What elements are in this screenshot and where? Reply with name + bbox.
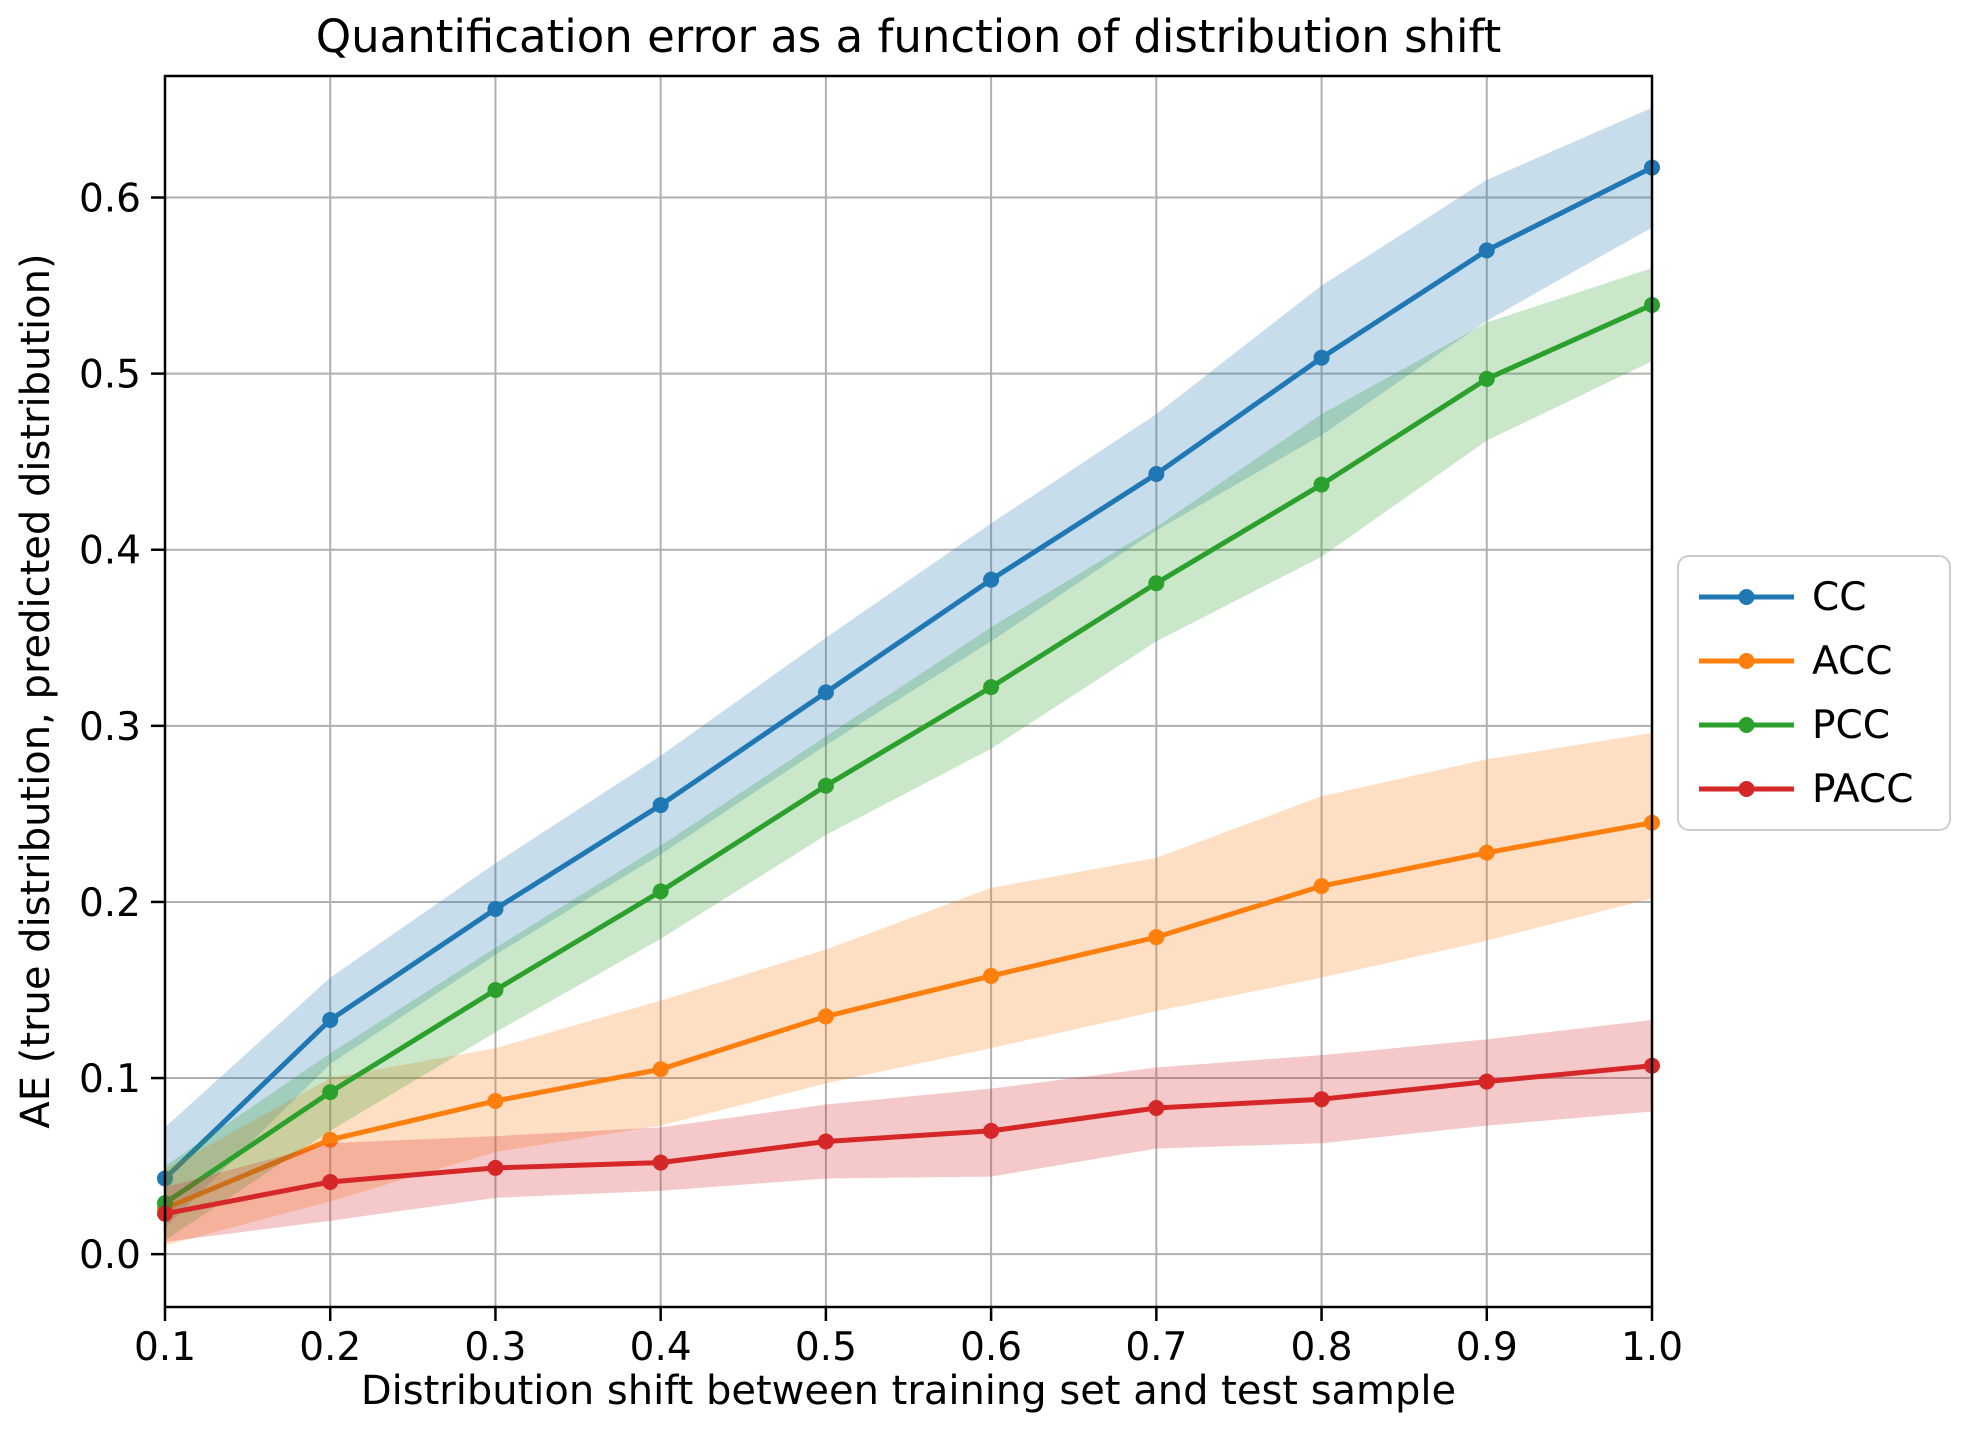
legend-line-sample-CC [1699,589,1794,605]
x-tick-label: 0.7 [1125,1325,1187,1370]
marker-PACC [652,1154,669,1171]
x-tick-label: 1.0 [1621,1325,1683,1370]
x-tick-label: 0.3 [464,1325,526,1370]
marker-PACC [983,1122,1000,1139]
legend-item-PCC: PCC [1679,695,1949,755]
marker-PACC [1148,1099,1165,1116]
marker-PACC [322,1173,339,1190]
chart-title: Quantification error as a function of di… [315,10,1502,63]
legend-label-PACC: PACC [1812,766,1914,812]
y-tick-label: 0.1 [79,1057,141,1102]
marker-PCC [1478,370,1495,387]
marker-ACC [1148,929,1165,946]
line-PCC [163,302,1654,1206]
legend-line-sample-ACC [1699,653,1794,669]
legend-label-PCC: PCC [1812,702,1890,748]
marker-PCC [983,679,1000,696]
marker-ACC [1478,844,1495,861]
marker-PACC [1478,1073,1495,1090]
x-tick-label: 0.5 [795,1325,857,1370]
marker-CC [652,797,669,814]
marker-CC [817,684,834,701]
marker-CC [1148,466,1165,483]
line-ACC [164,820,1653,1211]
band-PACC [165,1019,1652,1242]
marker-PACC [1313,1091,1330,1108]
legend-item-CC: CC [1679,567,1949,627]
legend-label-ACC: ACC [1812,638,1893,684]
marker-ACC [322,1131,339,1148]
legend-line-sample-PACC [1699,781,1794,797]
legend-item-PACC: PACC [1679,759,1949,819]
marker-PCC [322,1084,339,1101]
marker-CC [1478,242,1495,259]
legend-item-ACC: ACC [1679,631,1949,691]
legend-line-sample-PCC [1699,717,1794,733]
y-tick-label: 0.4 [79,529,141,574]
marker-PACC [487,1159,504,1176]
y-tick-label: 0.3 [79,705,141,750]
marker-CC [322,1011,339,1028]
marker-PCC [817,777,834,794]
marker-CC [487,900,504,917]
x-tick-label: 0.4 [630,1325,692,1370]
y-axis-label: AE (true distribution, predicted distrib… [13,253,59,1129]
y-tick-label: 0.6 [79,177,141,222]
marker-ACC [1313,878,1330,895]
x-tick-label: 0.1 [134,1325,196,1370]
y-tick-label: 0.2 [79,881,141,926]
y-tick-label: 0.0 [79,1233,141,1278]
marker-PCC [652,883,669,900]
marker-ACC [983,967,1000,984]
marker-ACC [817,1008,834,1025]
legend: CC ACC PCC PACC [1677,555,1951,831]
y-tick-label: 0.5 [79,353,141,398]
marker-CC [1313,349,1330,366]
marker-ACC [487,1092,504,1109]
x-axis-label: Distribution shift between training set … [360,1368,1457,1414]
legend-label-CC: CC [1812,574,1867,620]
plot-spines [163,74,1654,1309]
x-tick-label: 0.8 [1291,1325,1353,1370]
marker-ACC [652,1061,669,1078]
x-tick-label: 0.2 [299,1325,361,1370]
band-ACC [165,732,1652,1246]
x-tick-label: 0.9 [1456,1325,1518,1370]
marker-PCC [1148,575,1165,592]
marker-PACC [817,1133,834,1150]
line-PACC [164,1063,1653,1217]
x-tick-label: 0.6 [960,1325,1022,1370]
line-CC [163,165,1654,1181]
marker-PCC [487,982,504,999]
marker-CC [983,571,1000,588]
marker-PCC [1313,476,1330,493]
